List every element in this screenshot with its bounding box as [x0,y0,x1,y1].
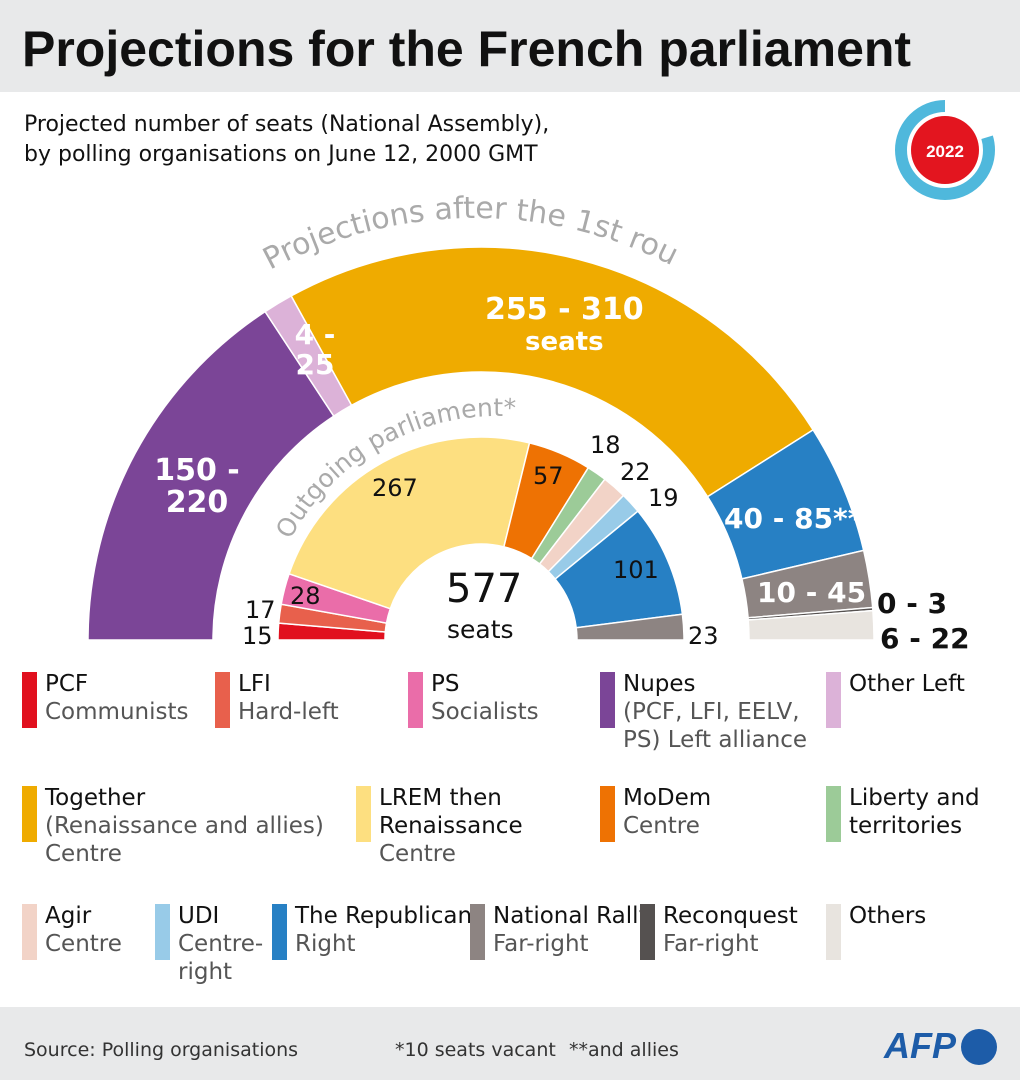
label-lfi: 17 [245,596,276,624]
legend-name: Others [849,903,927,929]
center-total: 577 [446,566,523,612]
header-band [0,0,1020,92]
subtitle-line-2: by polling organisations on June 12, 200… [24,142,538,167]
allies-note: **and allies [569,1039,679,1061]
year-badge-icon: 2022 [895,100,995,200]
label-udi: 19 [648,484,679,512]
legend-swatch [215,672,230,728]
legend-name: PS [431,671,460,697]
legend-swatch [826,672,841,728]
label-nupes: 150 - 220 [154,453,240,520]
legend-desc: Far-right [493,931,589,957]
legend-swatch [22,786,37,842]
legend-name: National Rally [493,903,653,929]
legend-swatch [272,904,287,960]
outer-ring-title: Projections after the 1st round [0,0,684,277]
legend-item: LREM then Renaissance Centre [356,784,609,868]
legend-item: PS Socialists [408,670,611,728]
label-liberty: 18 [590,431,621,459]
legend-desc: Far-right [663,931,759,957]
legend-item: UDI Centre-right [155,902,288,986]
legend-swatch [826,786,841,842]
label-pcf: 15 [242,622,273,650]
legend-name: Together [45,785,146,811]
legend-name: PCF [45,671,89,697]
label-reconquest: 0 - 3 [877,587,948,620]
legend-swatch [600,786,615,842]
afp-logo: AFP [884,1025,956,1066]
legend-desc: Right [295,931,356,957]
legend-name: Nupes [623,671,696,697]
legend-desc: Centre-right [178,931,264,985]
legend-item: Other Left [826,670,1020,728]
label-lrem: 267 [372,474,418,502]
legend-name: LREM then Renaissance [379,785,523,839]
badge-year: 2022 [926,142,964,161]
label-agir: 22 [620,458,651,486]
legend-desc: Centre [45,931,122,957]
legend-swatch [22,672,37,728]
legend-desc: Communists [45,699,189,725]
legend-desc: Centre [623,813,700,839]
afp-logo-dot-icon [961,1029,997,1065]
outer-segment-others [747,609,875,641]
legend-swatch [600,672,615,728]
label-others: 6 - 22 [880,622,970,655]
legend-swatch [356,786,371,842]
legend-swatch [640,904,655,960]
outer-segment-together [290,246,815,498]
label-republicans-inner: 101 [613,556,659,584]
legend-desc: (Renaissance and allies) Centre [45,813,324,867]
legend-desc: Centre [379,841,456,867]
legend-name: MoDem [623,785,712,811]
legend-desc: (PCF, LFI, EELV, PS) Left alliance [623,699,808,753]
legend-name: UDI [178,903,220,929]
legend-name: Other Left [849,671,965,697]
legend-swatch [826,904,841,960]
legend-name: LFI [238,671,271,697]
legend-name: Reconquest [663,903,798,929]
legend-item: Others [826,902,1020,960]
legend-swatch [22,904,37,960]
subtitle-line-1: Projected number of seats (National Asse… [24,112,550,137]
legend-item: Liberty and territories [826,784,1020,842]
page-title: Projections for the French parliament [22,21,912,77]
source-note: Source: Polling organisations [24,1039,299,1061]
hemicycle-chart: Projections after the 1st round Outgoing… [0,0,875,641]
legend-item: MoDem Centre [600,784,823,842]
legend-item: Together (Renaissance and allies) Centre [22,784,365,868]
subtitle: Projected number of seats (National Asse… [24,110,549,170]
label-together: 255 - 310 seats [485,292,644,357]
label-republicans-outer: 40 - 85** [724,502,863,535]
center-unit: seats [447,615,514,644]
legend-swatch [155,904,170,960]
inner-segment-national-rally [575,613,685,641]
legend-name: Liberty and territories [849,785,980,839]
legend-item: Agir Centre [22,902,165,960]
legend-item: PCF Communists [22,670,225,728]
label-ps: 28 [290,582,321,610]
legend-desc: Socialists [431,699,539,725]
label-other-left: 4 - 25 [294,318,336,381]
footer: Source: Polling organisations *10 seats … [0,1007,1020,1080]
vacant-note: *10 seats vacant [395,1039,556,1061]
legend-item: Nupes (PCF, LFI, EELV, PS) Left alliance [600,670,843,754]
legend-item: National Rally Far-right [470,902,653,960]
legend-item: The Republicans Right [272,902,485,960]
legend-desc: Hard-left [238,699,339,725]
label-modem: 57 [533,462,564,490]
inner-segment-lrem-then-renaissance [288,436,531,610]
legend-item: LFI Hard-left [215,670,418,728]
label-national-rally-outer: 10 - 45 [757,576,867,609]
legend-name: The Republicans [295,903,485,929]
legend-swatch [470,904,485,960]
legend-item: Reconquest Far-right [640,902,843,960]
legend-swatch [408,672,423,728]
legend-name: Agir [45,903,92,929]
label-national-rally-inner: 23 [688,622,719,650]
